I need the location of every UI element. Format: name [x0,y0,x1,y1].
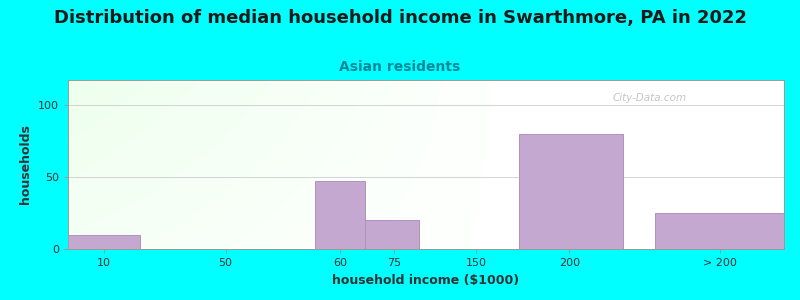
Bar [315,182,365,249]
Bar [68,235,140,249]
X-axis label: household income ($1000): household income ($1000) [333,274,519,286]
Bar [519,134,623,249]
Y-axis label: households: households [19,124,33,204]
Text: Distribution of median household income in Swarthmore, PA in 2022: Distribution of median household income … [54,9,746,27]
Bar [655,213,784,249]
Bar [365,220,419,249]
Text: City-Data.com: City-Data.com [612,93,686,103]
Text: Asian residents: Asian residents [339,60,461,74]
